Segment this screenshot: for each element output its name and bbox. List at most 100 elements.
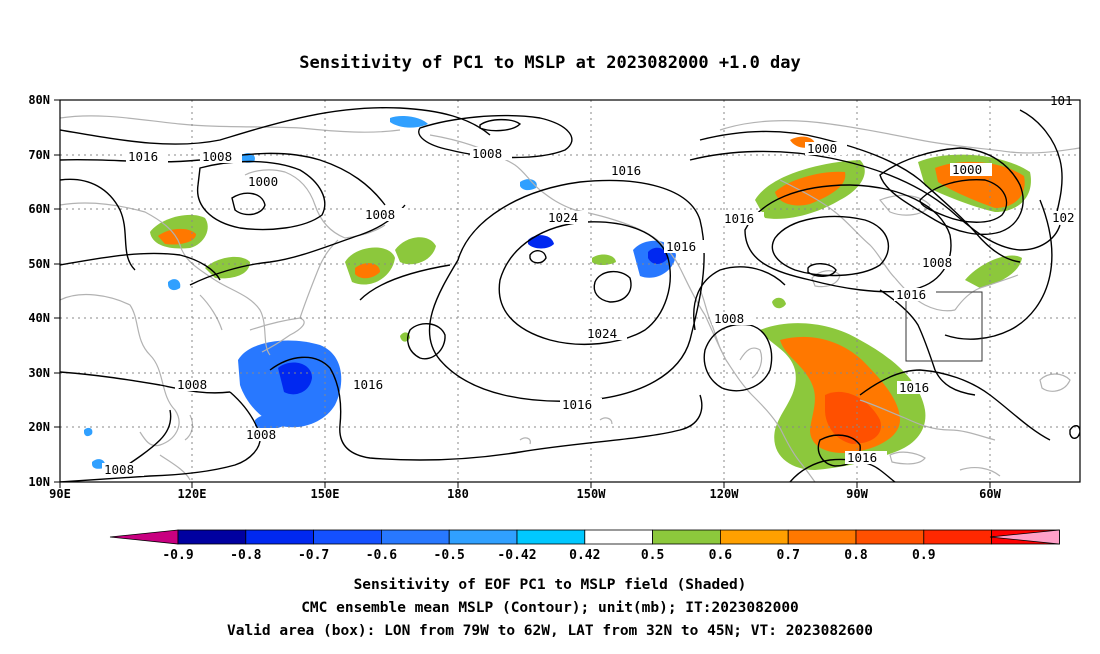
svg-text:1016: 1016 — [128, 149, 158, 164]
lat-label: 80N — [28, 93, 50, 107]
colorbar-swatch — [584, 529, 653, 545]
colorbar-label: -0.5 — [434, 548, 465, 563]
contour-label: 1016 — [897, 380, 939, 395]
svg-text:1016: 1016 — [611, 163, 641, 178]
lon-label: 120W — [710, 487, 740, 501]
colorbar-label: -0.9 — [162, 548, 193, 563]
colorbar-label: 0.8 — [844, 548, 868, 563]
sensitivity-shading — [84, 116, 1031, 470]
svg-text:1016: 1016 — [562, 397, 592, 412]
svg-text:1000: 1000 — [952, 162, 982, 177]
colorbar-right-arrow — [989, 529, 1060, 545]
validation-area-box — [905, 291, 983, 362]
contour-label: 1000 — [805, 141, 847, 156]
contour-label: 1016 — [126, 149, 168, 164]
contour-label: 1000 — [246, 174, 288, 189]
colorbar-swatch — [245, 529, 315, 545]
contour-label: 1016 — [722, 211, 764, 226]
caption-line-1: Sensitivity of EOF PC1 to MSLP field (Sh… — [354, 577, 747, 593]
svg-text:1008: 1008 — [202, 149, 232, 164]
colorbar-label: -0.6 — [366, 548, 397, 563]
caption-line-3: Valid area (box): LON from 79W to 62W, L… — [227, 623, 873, 639]
lon-label: 120E — [178, 487, 207, 501]
coastlines — [60, 115, 1080, 482]
svg-text:1016: 1016 — [899, 380, 929, 395]
svg-text:1008: 1008 — [365, 207, 395, 222]
contour-label: 1016 — [609, 163, 651, 178]
colorbar-swatch — [516, 529, 586, 545]
colorbar-label: -0.42 — [497, 548, 536, 563]
contour-label: 1016 — [845, 450, 887, 465]
svg-text:1008: 1008 — [104, 462, 134, 477]
svg-text:1008: 1008 — [714, 311, 744, 326]
svg-text:102: 102 — [1052, 210, 1075, 225]
colorbar-label: -0.8 — [230, 548, 261, 563]
lat-label: 60N — [28, 202, 50, 216]
contour-label: 102 — [1050, 210, 1080, 225]
svg-text:1016: 1016 — [896, 287, 926, 302]
colorbar-label: 0.6 — [709, 548, 733, 563]
caption-line-2: CMC ensemble mean MSLP (Contour); unit(m… — [301, 600, 799, 616]
contour-label: 1024 — [546, 210, 588, 225]
colorbar-swatch — [652, 529, 721, 545]
colorbar-swatch — [177, 529, 247, 545]
contour-label: 1008 — [244, 427, 286, 442]
contour-label: 1008 — [470, 146, 512, 161]
svg-text:1008: 1008 — [472, 146, 502, 161]
contour-label: 1008 — [920, 255, 962, 270]
colorbar-swatch — [720, 529, 789, 545]
colorbar-left-arrow — [109, 529, 179, 545]
svg-text:1008: 1008 — [177, 377, 207, 392]
contour-label: 1008 — [712, 311, 754, 326]
colorbar-swatch — [787, 529, 857, 545]
svg-text:1024: 1024 — [587, 326, 617, 341]
svg-text:1016: 1016 — [847, 450, 877, 465]
lat-label: 10N — [28, 475, 50, 489]
mslp-contours — [60, 106, 1080, 482]
contour-labels: 1016 1008 1000 1008 1008 1016 1024 1016 … — [102, 93, 1080, 477]
lon-label: 150E — [311, 487, 340, 501]
map-frame — [59, 99, 1081, 483]
svg-text:1016: 1016 — [353, 377, 383, 392]
contour-label: 1000 — [950, 162, 992, 177]
colorbar-swatch — [313, 529, 382, 545]
svg-text:1000: 1000 — [807, 141, 837, 156]
lon-label: 90E — [49, 487, 71, 501]
colorbar-swatch — [855, 529, 925, 545]
svg-text:1008: 1008 — [922, 255, 952, 270]
contour-label: 1016 — [351, 377, 393, 392]
svg-text:1016: 1016 — [666, 239, 696, 254]
colorbar-label: -0.7 — [298, 548, 329, 563]
lat-label: 50N — [28, 257, 50, 271]
colorbar-label: 0.5 — [641, 548, 664, 563]
longitude-labels: 90E 120E 150E 180 150W 120W 90W 60W — [49, 487, 1001, 501]
lat-label: 40N — [28, 311, 50, 325]
colorbar: -0.9 -0.8 -0.7 -0.6 -0.5 -0.42 0.42 0.5 0.6 0.7 0.… — [109, 529, 1060, 563]
contour-label: 1008 — [363, 207, 405, 222]
lon-label: 90W — [846, 487, 868, 501]
contour-label: 1008 — [102, 462, 144, 477]
svg-text:1000: 1000 — [248, 174, 278, 189]
lat-label: 20N — [28, 420, 50, 434]
lat-label: 70N — [28, 148, 50, 162]
contour-label: 1016 — [560, 397, 602, 412]
lon-label: 150W — [577, 487, 607, 501]
lat-label: 30N — [28, 366, 50, 380]
colorbar-swatch — [448, 529, 518, 545]
contour-label: 1016 — [894, 287, 936, 302]
contour-label: 1008 — [200, 149, 242, 164]
caption: Sensitivity of EOF PC1 to MSLP field (Sh… — [227, 577, 873, 639]
lon-label: 180 — [447, 487, 469, 501]
colorbar-swatch — [923, 529, 992, 545]
figure-title: Sensitivity of PC1 to MSLP at 2023082000… — [299, 53, 801, 73]
colorbar-label: 0.9 — [912, 548, 935, 563]
colorbar-label: 0.42 — [569, 548, 600, 563]
axis-ticks — [54, 99, 991, 488]
map-panel: 1016 1008 1000 1008 1008 1016 1024 1016 … — [28, 93, 1081, 501]
contour-label: 1016 — [664, 239, 706, 254]
contour-label: 1008 — [175, 377, 217, 392]
svg-text:1008: 1008 — [246, 427, 276, 442]
colorbar-label: 0.7 — [776, 548, 799, 563]
colorbar-swatch — [380, 529, 450, 545]
